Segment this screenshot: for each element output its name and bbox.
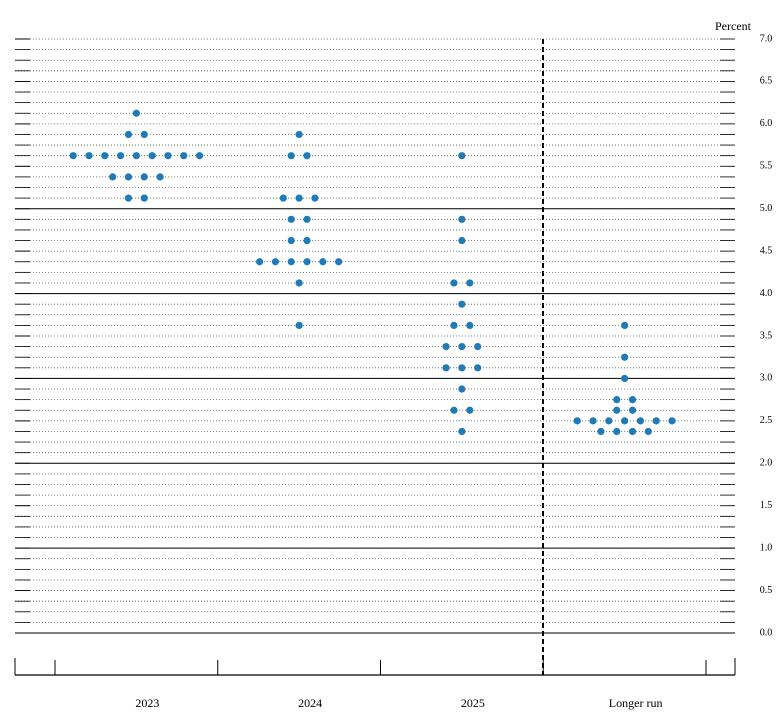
dot (295, 130, 303, 139)
dot (458, 300, 466, 308)
dot (124, 173, 133, 181)
y-tick-label: 0.5 (760, 585, 773, 596)
dot (124, 130, 133, 139)
x-tick-label: 2023 (135, 696, 159, 710)
dot (295, 279, 303, 287)
dot (474, 343, 482, 351)
dot (180, 152, 188, 160)
y-tick-label: 3.5 (760, 330, 773, 341)
dot (458, 343, 466, 351)
dot (628, 427, 637, 436)
dot (311, 194, 319, 202)
dot (621, 353, 629, 361)
dot (458, 236, 466, 245)
dot (621, 374, 629, 383)
dot (466, 406, 474, 414)
dot (636, 417, 645, 425)
y-tick-label: 1.0 (760, 542, 773, 553)
dot (148, 152, 156, 160)
dot (442, 343, 450, 351)
dot (124, 194, 133, 202)
dot (458, 364, 466, 372)
dot (295, 321, 303, 329)
dot (271, 258, 280, 266)
dot (109, 173, 117, 181)
dot (628, 396, 637, 404)
y-tick-label: 2.5 (760, 415, 773, 426)
dot (303, 258, 311, 266)
dot (140, 194, 148, 202)
y-tick-label: 5.5 (760, 161, 773, 172)
y-tick-label: 0.0 (760, 627, 773, 638)
dot (295, 194, 303, 202)
y-tick-label: 6.5 (760, 76, 773, 87)
dot (474, 364, 482, 372)
dot (458, 215, 466, 223)
dot (458, 152, 466, 160)
dot (621, 321, 629, 329)
dot (195, 152, 204, 160)
dot (287, 215, 295, 223)
dot (589, 417, 597, 425)
y-axis-label: Percent (715, 19, 752, 33)
dot (164, 152, 172, 160)
x-tick-label: 2024 (298, 696, 322, 710)
dot (668, 417, 676, 425)
dot (116, 152, 125, 160)
dot (450, 406, 458, 414)
y-tick-label: 3.0 (760, 373, 773, 384)
dot (644, 427, 652, 436)
dot (450, 321, 458, 329)
dot (132, 152, 140, 160)
y-tick-label: 4.5 (760, 245, 773, 256)
dot (140, 130, 148, 139)
x-tick-label: Longer run (609, 696, 663, 710)
dot (458, 385, 466, 393)
y-tick-label: 6.0 (760, 118, 773, 129)
dot (140, 173, 148, 181)
dot (652, 417, 660, 425)
x-tick-label: 2025 (461, 696, 485, 710)
dot (279, 194, 287, 202)
dot (613, 406, 621, 414)
y-tick-label: 1.5 (760, 500, 773, 511)
dot (613, 396, 621, 404)
dot (287, 236, 295, 245)
dot (442, 364, 450, 372)
dot (69, 152, 77, 160)
y-tick-label: 4.0 (760, 288, 773, 299)
dot (450, 279, 458, 287)
y-tick-label: 2.0 (760, 458, 773, 469)
dot (287, 152, 295, 160)
dot (573, 417, 581, 425)
dot (303, 152, 311, 160)
dot (256, 258, 264, 266)
dot (613, 427, 621, 436)
dot (287, 258, 295, 266)
dot (628, 406, 637, 414)
dot (335, 258, 343, 266)
dot (597, 427, 605, 436)
dot (132, 109, 140, 117)
dot (303, 236, 311, 245)
dot (466, 321, 474, 329)
dot (466, 279, 474, 287)
y-tick-label: 5.0 (760, 203, 773, 214)
dot (101, 152, 109, 160)
dot (605, 417, 613, 425)
dot (621, 417, 629, 425)
dot (319, 258, 327, 266)
dot (156, 173, 164, 181)
dot (85, 152, 93, 160)
dot (303, 215, 311, 223)
y-tick-label: 7.0 (760, 33, 773, 44)
dot (458, 427, 466, 436)
